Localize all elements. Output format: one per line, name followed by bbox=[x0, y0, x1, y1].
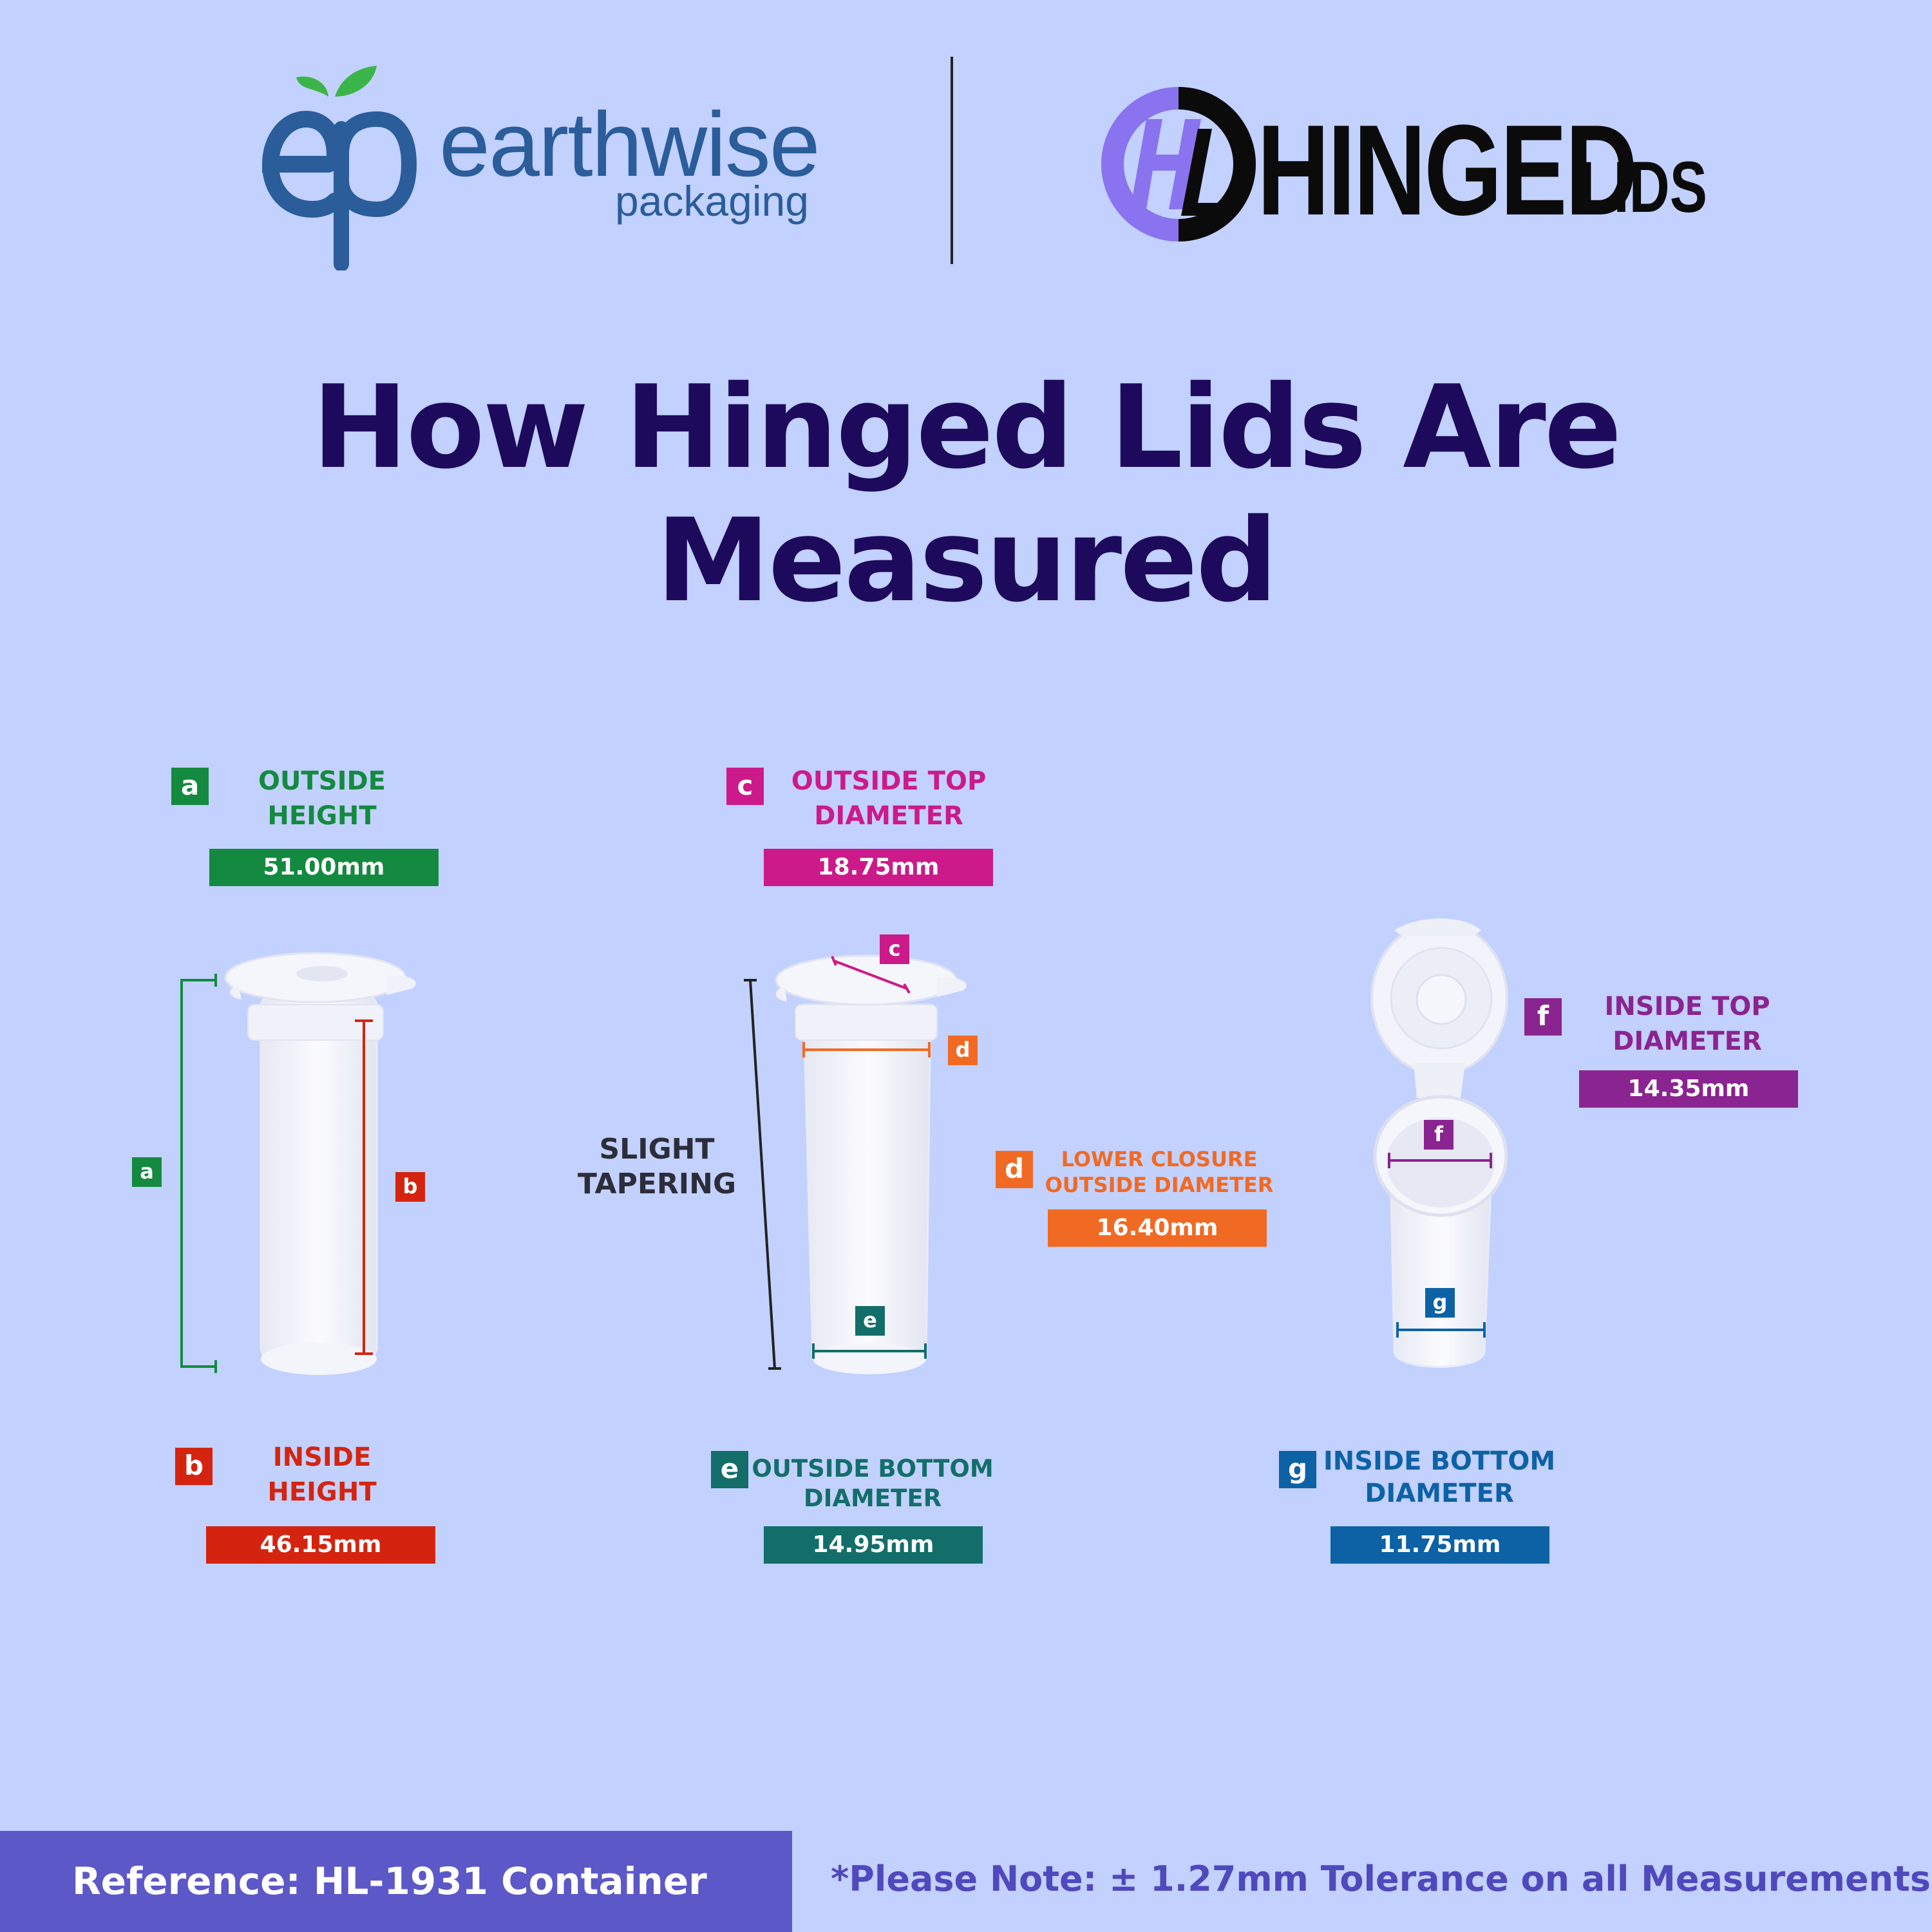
value-g: 11.75mm bbox=[1331, 1526, 1549, 1564]
page-title: How Hinged Lids Are Measured bbox=[312, 361, 1622, 627]
badge-d: d bbox=[996, 1151, 1033, 1188]
badge-a: a bbox=[171, 768, 209, 805]
label-e: OUTSIDE BOTTOM DIAMETER bbox=[747, 1454, 998, 1513]
hl-monogram-icon bbox=[1101, 87, 1256, 242]
diagram-badge-e: e bbox=[855, 1306, 885, 1336]
dimension-f-line bbox=[1388, 1153, 1492, 1168]
earthwise-wordmark: earthwise bbox=[439, 93, 820, 196]
badge-b: b bbox=[175, 1448, 213, 1485]
value-c: 18.75mm bbox=[764, 849, 993, 886]
label-b-line-1: INSIDE bbox=[272, 1443, 372, 1472]
earthwise-logo: earthwise packaging bbox=[251, 52, 820, 270]
hinged-lids-logo: HINGED LIDS bbox=[1101, 84, 1707, 251]
badge-c: c bbox=[726, 768, 764, 805]
value-a: 51.00mm bbox=[209, 849, 439, 886]
label-b: INSIDE HEIGHT bbox=[213, 1440, 431, 1510]
container-1 bbox=[224, 952, 416, 1375]
reference-banner: Reference: HL-1931 Container bbox=[0, 1831, 792, 1932]
value-d: 16.40mm bbox=[1048, 1209, 1267, 1247]
diagram-badge-f: f bbox=[1424, 1120, 1454, 1150]
badge-g: g bbox=[1279, 1451, 1316, 1488]
label-d-line-2: OUTSIDE DIAMETER bbox=[1045, 1173, 1274, 1197]
label-c-line-2: DIAMETER bbox=[814, 801, 963, 831]
label-g: INSIDE BOTTOM DIAMETER bbox=[1320, 1445, 1558, 1510]
dimension-a-line bbox=[180, 974, 217, 1373]
earthwise-subtitle: packaging bbox=[615, 177, 809, 225]
label-a: OUTSIDE HEIGHT bbox=[213, 764, 431, 833]
container-2 bbox=[775, 954, 967, 1374]
hinged-wordmark: HINGED bbox=[1257, 99, 1638, 242]
header-divider bbox=[951, 57, 953, 264]
label-e-line-2: DIAMETER bbox=[803, 1484, 942, 1512]
label-b-line-2: HEIGHT bbox=[267, 1477, 377, 1507]
label-f: INSIDE TOP DIAMETER bbox=[1571, 989, 1803, 1059]
label-f-line-1: INSIDE TOP bbox=[1604, 992, 1770, 1021]
label-a-line-1: OUTSIDE bbox=[258, 766, 386, 796]
dimension-d-line bbox=[802, 1042, 931, 1057]
tapering-line bbox=[744, 979, 781, 1370]
tapering-note: SLIGHT TAPERING bbox=[560, 1132, 753, 1202]
diagram-badge-c: c bbox=[880, 934, 909, 964]
value-f: 14.35mm bbox=[1579, 1070, 1798, 1108]
label-f-line-2: DIAMETER bbox=[1613, 1027, 1762, 1056]
diagram-badge-d: d bbox=[948, 1036, 978, 1065]
dimension-e-line bbox=[812, 1343, 927, 1359]
badge-e: e bbox=[711, 1451, 748, 1488]
badge-f: f bbox=[1524, 998, 1562, 1036]
value-e: 14.95mm bbox=[764, 1526, 983, 1564]
ep-monogram-icon bbox=[261, 66, 417, 270]
label-d-line-1: LOWER CLOSURE bbox=[1061, 1147, 1258, 1171]
dimension-b-line bbox=[355, 1019, 373, 1355]
reference-text: Reference: HL-1931 Container bbox=[72, 1859, 707, 1903]
label-a-line-2: HEIGHT bbox=[267, 801, 377, 831]
tolerance-note: *Please Note: ± 1.27mm Tolerance on all … bbox=[831, 1859, 1931, 1899]
label-e-line-1: OUTSIDE BOTTOM bbox=[752, 1455, 994, 1482]
label-c: OUTSIDE TOP DIAMETER bbox=[773, 764, 1005, 833]
label-g-line-2: DIAMETER bbox=[1365, 1479, 1514, 1508]
tapering-line-2: TAPERING bbox=[577, 1168, 737, 1200]
value-b: 46.15mm bbox=[206, 1526, 435, 1564]
diagram-badge-a: a bbox=[132, 1157, 162, 1187]
container-3 bbox=[1370, 918, 1508, 1368]
label-d: LOWER CLOSURE OUTSIDE DIAMETER bbox=[1037, 1146, 1282, 1198]
lids-wordmark: LIDS bbox=[1579, 147, 1707, 227]
label-c-line-1: OUTSIDE TOP bbox=[791, 766, 987, 796]
dimension-g-line bbox=[1396, 1322, 1486, 1338]
diagram-badge-b: b bbox=[395, 1172, 425, 1202]
diagram-drawings bbox=[180, 918, 1508, 1375]
dimension-c-line bbox=[831, 956, 911, 994]
diagram-badge-g: g bbox=[1425, 1288, 1455, 1318]
tapering-line-1: SLIGHT bbox=[599, 1133, 715, 1166]
label-g-line-1: INSIDE BOTTOM bbox=[1323, 1446, 1556, 1476]
